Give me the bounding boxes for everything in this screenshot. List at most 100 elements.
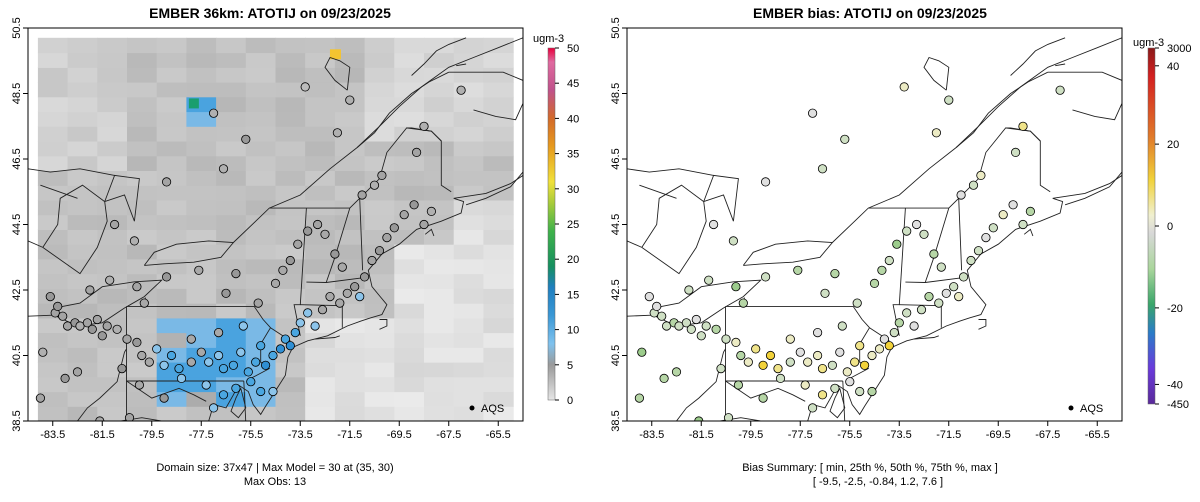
station-marker [1010,147,1021,157]
station-marker [902,308,912,318]
colorbar-tick-label: 40 [1167,61,1179,73]
right-footer-line1: Bias Summary: [ min, 25th %, 50th %, 75t… [742,462,998,474]
station-marker [842,367,852,377]
station-marker [399,210,409,220]
station-marker [924,291,934,302]
station-marker [671,367,682,377]
station-marker [409,200,419,210]
station-marker [260,360,271,370]
station-marker [218,390,229,400]
station-marker [186,357,196,367]
station-marker [855,341,865,351]
y-tick-label: 44.5 [610,214,622,235]
station-marker [35,393,46,403]
station-marker [728,236,739,246]
station-marker [132,337,142,347]
right-colorbar: 3000 40 20 0 -20 -40 -450 [1147,43,1191,411]
station-marker [958,272,969,282]
station-marker [251,357,261,367]
station-marker [859,360,870,370]
station-marker [342,288,352,298]
station-marker [929,249,939,259]
station-marker [72,367,83,377]
station-marker [117,363,127,374]
x-tick-label: -71.5 [337,429,362,441]
right-panel: -83.5 -81.5 -79.5 -77.5 -75.5 -73.5 -71.5 -69.5… [610,17,1191,488]
left-colorbar: 0 5 10 15 20 25 30 35 40 45 50 [547,43,579,407]
station-marker [743,357,753,367]
y-tick-label: 42.5 [11,279,23,300]
left-footer-line1: Domain size: 37x47 | Max Model = 30 at (… [156,462,393,474]
station-marker [659,373,669,383]
station-marker [867,386,877,397]
station-marker [382,233,392,243]
station-marker [1018,219,1028,230]
station-marker [253,298,263,308]
station-marker [300,82,310,92]
station-marker [132,282,142,292]
station-marker [270,278,281,288]
x-tick-label: -67.5 [436,429,461,441]
station-marker [909,321,919,331]
colorbar-tick-label: -40 [1167,379,1183,391]
colorbar-tick-label: 20 [1167,139,1179,151]
station-marker [879,334,890,344]
station-marker [934,298,944,308]
station-marker [456,85,466,95]
colorbar-tick-label: 0 [1167,221,1173,233]
station-marker [956,190,966,200]
station-marker [330,249,340,259]
y-tick-label: 40.5 [11,345,23,366]
station-marker [684,285,694,295]
station-marker [855,386,865,397]
x-tick-label: -71.5 [936,429,961,441]
station-marker [894,318,904,328]
station-marker [112,324,122,334]
station-marker [892,239,902,249]
station-marker [758,360,768,370]
station-marker [221,288,231,298]
station-marker [760,272,771,282]
station-marker [236,347,246,357]
station-marker [949,282,959,292]
left-heatmap [37,37,514,421]
colorbar-tick-label: -450 [1167,399,1189,411]
station-marker [355,291,365,302]
station-marker [268,386,278,397]
colorbar-tick-label: 20 [567,254,579,266]
station-marker [85,285,95,295]
x-tick-label: -67.5 [1035,429,1060,441]
station-marker [1018,121,1028,131]
station-marker [411,147,422,157]
station-marker [884,341,894,351]
station-marker [817,390,828,400]
station-marker [721,334,731,344]
right-stations [634,82,1065,421]
left-panel-title: EMBER 36km: ATOTIJ on 09/23/2025 [149,5,391,21]
y-tick-label: 38.5 [11,410,23,431]
station-marker [303,308,313,318]
x-tick-label: -69.5 [986,429,1011,441]
x-tick-label: -79.5 [139,429,164,441]
right-colorbar-unit: ugm-3 [1133,37,1164,49]
station-marker [696,331,706,341]
station-marker [807,403,818,413]
station-marker [369,180,380,190]
station-marker [214,327,224,338]
station-marker [166,350,177,361]
station-marker [209,403,219,413]
station-marker [867,350,877,361]
station-marker [701,321,711,331]
station-marker [657,311,667,321]
station-marker [280,334,290,344]
left-panel: -83.5 -81.5 -79.5 -77.5 -75.5 -73.5 -71.5 -69.5… [11,17,579,488]
station-marker [186,334,196,344]
station-marker [733,380,744,390]
colorbar-tick-label: 50 [567,43,579,55]
station-marker [45,291,55,302]
station-marker [852,298,862,308]
station-marker [162,177,172,187]
station-marker [38,347,48,357]
station-marker [144,357,154,367]
